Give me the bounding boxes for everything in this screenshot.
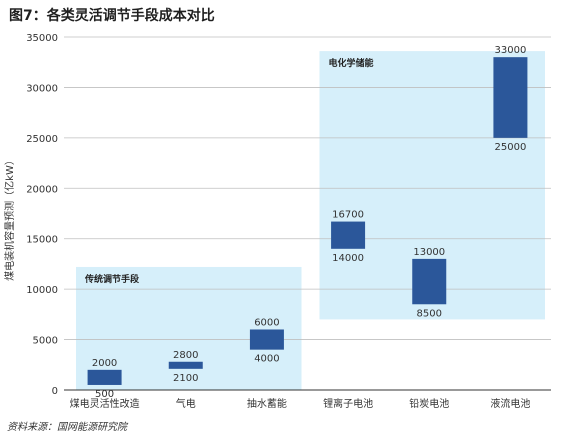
y-tick-label: 20000 xyxy=(26,184,58,195)
x-tick-label: 液流电池 xyxy=(490,397,530,410)
data-label-low: 8500 xyxy=(417,308,442,319)
bar-range xyxy=(87,369,122,385)
source-note: 资料来源：国网能源研究院 xyxy=(7,422,127,433)
data-label-low: 500 xyxy=(95,389,114,400)
group-label-0: 传统调节手段 xyxy=(84,273,140,285)
data-labels: 传统调节手段 电化学储能 2000 500 2800 2100 6000 4000 16700 1… xyxy=(84,45,526,400)
data-label-high: 33000 xyxy=(495,45,527,56)
bar-range xyxy=(168,361,203,369)
data-label-low: 25000 xyxy=(495,142,527,153)
x-tick-label: 气电 xyxy=(176,397,196,410)
data-label-high: 13000 xyxy=(413,247,445,258)
y-tick-label: 30000 xyxy=(26,83,58,94)
x-tick-label: 抽水蓄能 xyxy=(247,397,287,410)
y-tick-label: 35000 xyxy=(26,33,58,44)
y-tick-label: 15000 xyxy=(26,235,58,246)
bar-range xyxy=(412,258,447,305)
data-label-low: 4000 xyxy=(254,354,279,365)
data-label-high: 6000 xyxy=(254,317,279,328)
y-tick-label: 5000 xyxy=(33,336,58,347)
bars xyxy=(87,57,528,385)
data-label-low: 2100 xyxy=(173,373,198,384)
data-label-high: 2000 xyxy=(92,358,117,369)
bar-range xyxy=(249,329,284,350)
x-tick-label: 铅炭电池 xyxy=(409,397,449,410)
axes: 0 5000 10000 15000 20000 25000 30000 35000 煤电灵活性… xyxy=(26,33,551,410)
y-tick-label: 0 xyxy=(52,386,58,397)
data-label-high: 16700 xyxy=(332,210,364,221)
group-label-1: 电化学储能 xyxy=(329,57,374,69)
figure-title: 图7：各类灵活调节手段成本对比 xyxy=(9,8,215,24)
y-tick-label: 10000 xyxy=(26,285,58,296)
group-backgrounds xyxy=(76,51,545,390)
y-axis-label: 煤电装机容量预测（亿kW） xyxy=(3,155,16,281)
group-background-0 xyxy=(76,266,302,390)
data-label-high: 2800 xyxy=(173,350,198,361)
x-tick-label: 煤电灵活性改造 xyxy=(70,397,140,410)
bar-range xyxy=(493,57,528,138)
gridlines xyxy=(64,36,551,340)
x-tick-label: 锂离子电池 xyxy=(323,397,373,410)
data-label-low: 14000 xyxy=(332,253,364,264)
y-tick-label: 25000 xyxy=(26,134,58,145)
bar-range xyxy=(331,221,366,249)
